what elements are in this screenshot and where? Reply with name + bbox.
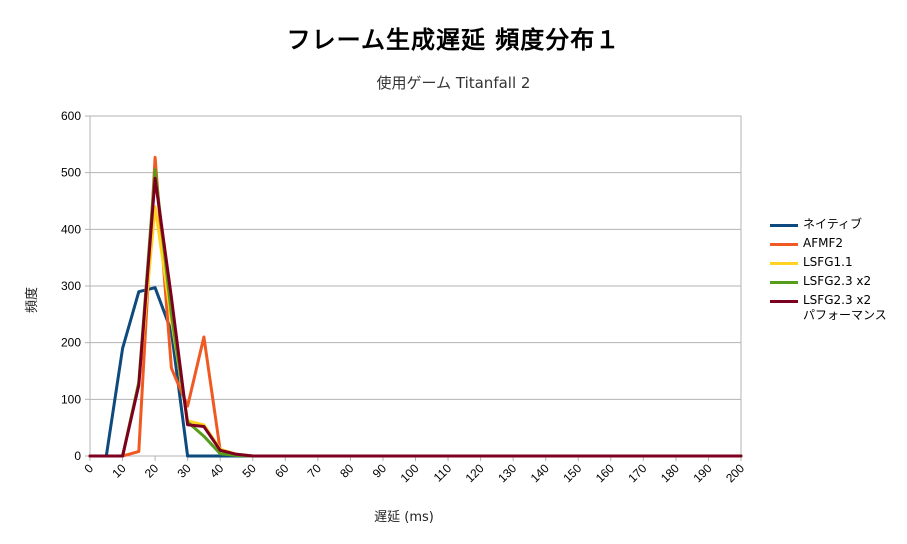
legend-item-3: LSFG1.1	[770, 255, 905, 274]
x-tick-label: 80	[337, 461, 357, 481]
x-tick-label: 200	[723, 461, 747, 485]
legend-item-4: LSFG2.3 x2	[770, 274, 905, 293]
x-tick-label: 130	[495, 461, 519, 485]
y-tick-label: 600	[61, 109, 81, 123]
legend-swatch	[770, 300, 798, 303]
y-tick-label: 400	[61, 222, 81, 236]
chart-legend: ネイティブ AFMF2 LSFG1.1 LSFG2.3 x2 LSFG2.3 x2 パフ…	[770, 217, 905, 325]
legend-swatch	[770, 224, 798, 227]
legend-label: LSFG1.1	[803, 255, 853, 269]
series-line-1	[88, 286, 743, 458]
x-tick-label: 70	[305, 461, 325, 481]
y-axis-label: 頻度	[24, 287, 40, 313]
legend-item-2: AFMF2	[770, 236, 905, 255]
x-tick-label: 60	[272, 461, 292, 481]
legend-label: ネイティブ	[803, 217, 863, 231]
x-tick-label: 30	[174, 461, 194, 481]
series-lines	[88, 155, 743, 458]
series-line-4	[88, 168, 743, 458]
chart-title: フレーム生成遅延 頻度分布１	[286, 26, 621, 54]
x-tick-label: 0	[81, 461, 96, 476]
x-tick-label: 120	[463, 461, 487, 485]
chart-subtitle: 使用ゲーム Titanfall 2	[376, 74, 531, 92]
x-tick-label: 190	[691, 461, 715, 485]
x-tick-label: 180	[658, 461, 682, 485]
x-tick-label: 150	[560, 461, 584, 485]
x-tick-label: 20	[142, 461, 162, 481]
x-tick-label: 160	[593, 461, 617, 485]
x-tick-label: 100	[398, 461, 422, 485]
legend-label: AFMF2	[803, 236, 844, 250]
legend-label: LSFG2.3 x2	[803, 274, 872, 288]
x-tick-label: 10	[109, 461, 129, 481]
legend-swatch	[770, 243, 798, 246]
x-tick-label: 110	[431, 461, 455, 485]
x-tick-label: 40	[207, 461, 227, 481]
y-axis-ticks: 0 100 200 300 400 500 600	[61, 109, 90, 463]
legend-swatch	[770, 262, 798, 265]
series-line-2	[88, 155, 743, 458]
y-tick-label: 100	[61, 392, 81, 406]
x-tick-label: 170	[625, 461, 649, 485]
x-axis-ticks: 0 10 20 30 40 50 60 70 80 90 100 110 120 130 140 150 160…	[81, 456, 747, 485]
x-tick-label: 50	[240, 461, 260, 481]
legend-swatch	[770, 281, 798, 284]
y-tick-label: 500	[61, 166, 81, 180]
legend-item-1: ネイティブ	[770, 217, 905, 236]
legend-item-5: LSFG2.3 x2 パフォーマンス	[770, 293, 905, 325]
y-tick-label: 200	[61, 336, 81, 350]
x-tick-label: 140	[528, 461, 552, 485]
legend-label: LSFG2.3 x2 パフォーマンス	[803, 293, 887, 322]
series-line-5	[88, 176, 743, 458]
y-tick-label: 300	[61, 279, 81, 293]
y-tick-label: 0	[74, 449, 81, 463]
x-axis-label: 遅延 (ms)	[374, 510, 434, 525]
x-tick-label: 90	[370, 461, 390, 481]
